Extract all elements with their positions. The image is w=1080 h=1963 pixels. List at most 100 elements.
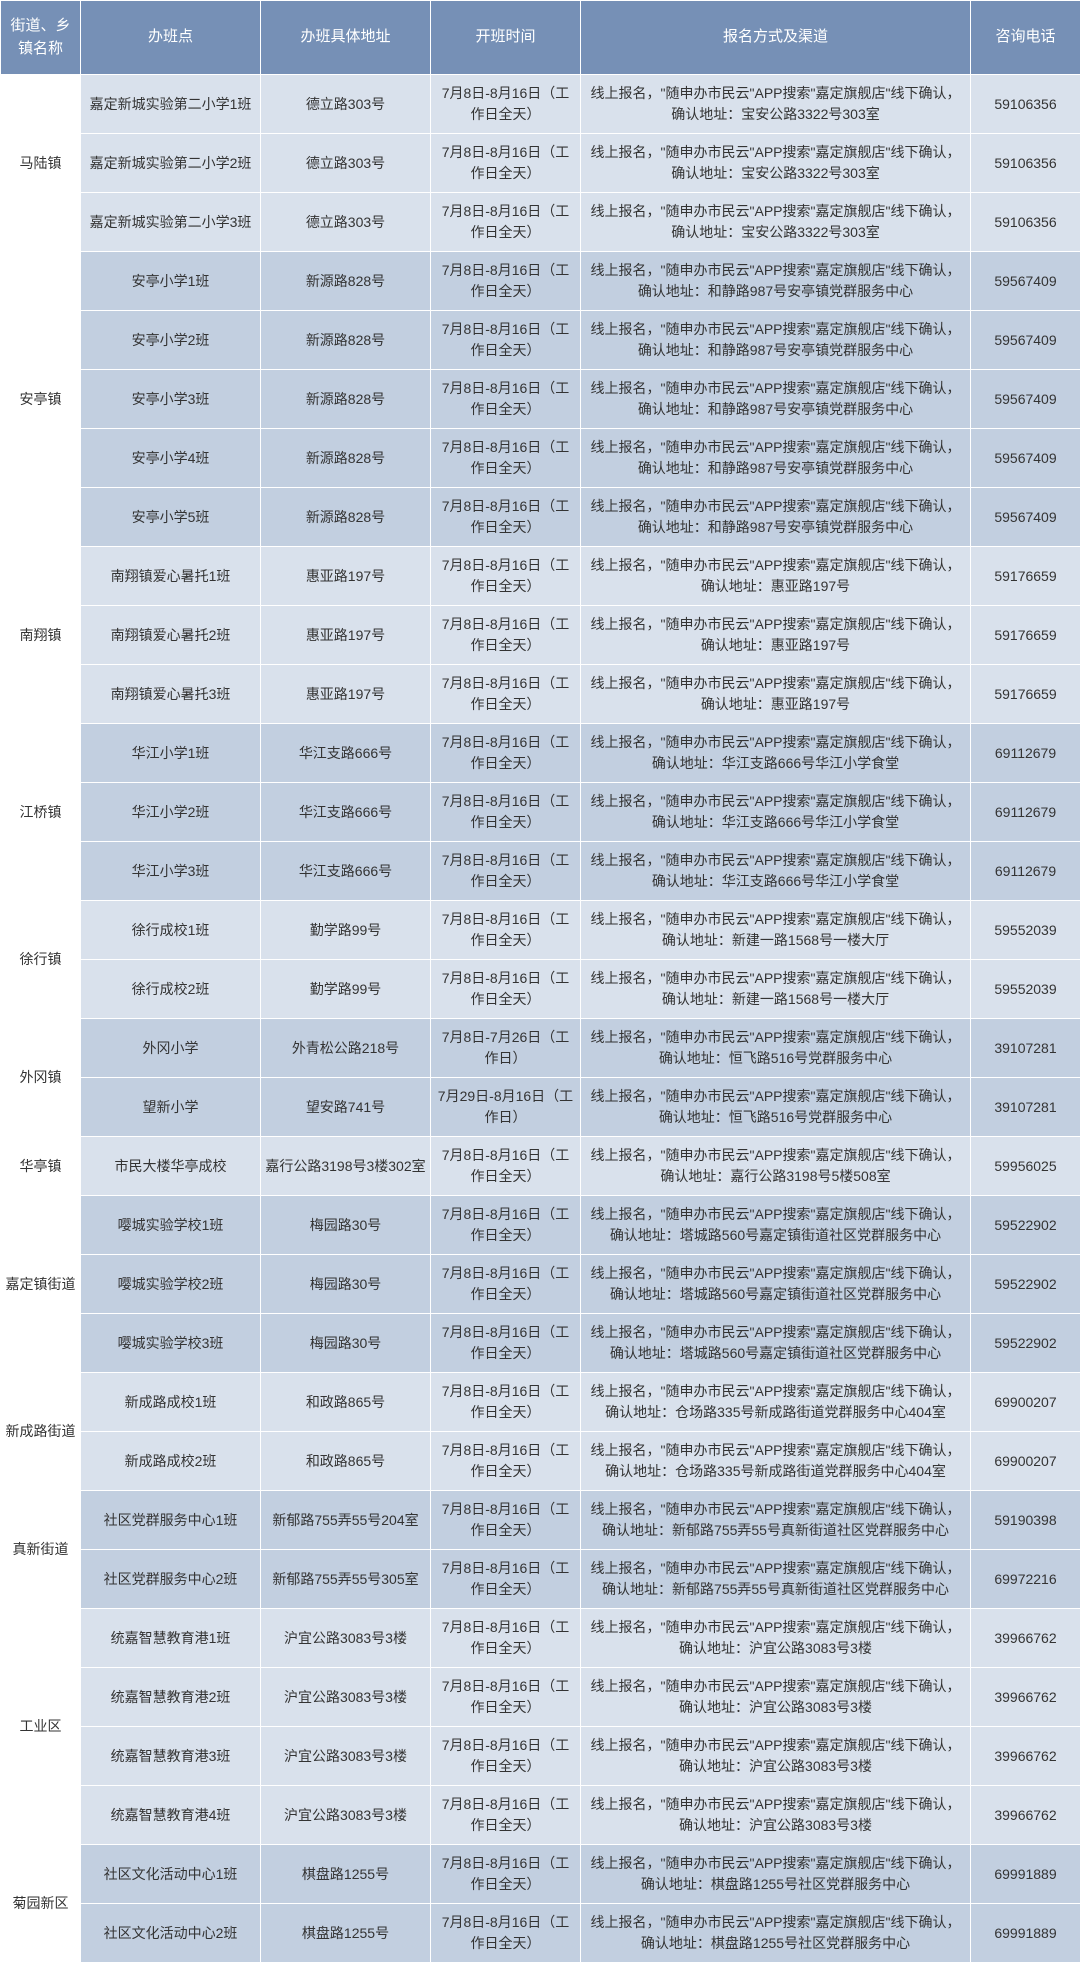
table-row: 安亭小学5班新源路828号7月8日-8月16日（工作日全天）线上报名，"随申办市… bbox=[1, 488, 1080, 547]
cell-addr: 勤学路99号 bbox=[261, 960, 431, 1019]
cell-addr: 梅园路30号 bbox=[261, 1314, 431, 1373]
cell-reg: 线上报名，"随申办市民云"APP搜索"嘉定旗舰店"线下确认，确认地址：新建一路1… bbox=[581, 901, 971, 960]
cell-addr: 惠亚路197号 bbox=[261, 665, 431, 724]
town-cell: 嘉定镇街道 bbox=[1, 1196, 81, 1373]
table-row: 华亭镇市民大楼华亭成校嘉行公路3198号3楼302室7月8日-8月16日（工作日… bbox=[1, 1137, 1080, 1196]
cell-time: 7月8日-8月16日（工作日全天） bbox=[431, 1255, 581, 1314]
cell-reg: 线上报名，"随申办市民云"APP搜索"嘉定旗舰店"线下确认，确认地址：塔城路56… bbox=[581, 1255, 971, 1314]
cell-reg: 线上报名，"随申办市民云"APP搜索"嘉定旗舰店"线下确认，确认地址：华江支路6… bbox=[581, 842, 971, 901]
cell-addr: 梅园路30号 bbox=[261, 1255, 431, 1314]
cell-time: 7月8日-8月16日（工作日全天） bbox=[431, 1845, 581, 1904]
table-row: 新成路街道新成路成校1班和政路865号7月8日-8月16日（工作日全天）线上报名… bbox=[1, 1373, 1080, 1432]
table-row: 新成路成校2班和政路865号7月8日-8月16日（工作日全天）线上报名，"随申办… bbox=[1, 1432, 1080, 1491]
cell-reg: 线上报名，"随申办市民云"APP搜索"嘉定旗舰店"线下确认，确认地址：新郁路75… bbox=[581, 1550, 971, 1609]
cell-time: 7月8日-8月16日（工作日全天） bbox=[431, 783, 581, 842]
cell-time: 7月8日-8月16日（工作日全天） bbox=[431, 1137, 581, 1196]
town-cell: 华亭镇 bbox=[1, 1137, 81, 1196]
cell-time: 7月8日-8月16日（工作日全天） bbox=[431, 960, 581, 1019]
cell-reg: 线上报名，"随申办市民云"APP搜索"嘉定旗舰店"线下确认，确认地址：宝安公路3… bbox=[581, 75, 971, 134]
cell-time: 7月8日-7月26日（工作日） bbox=[431, 1019, 581, 1078]
cell-addr: 新源路828号 bbox=[261, 252, 431, 311]
cell-site: 望新小学 bbox=[81, 1078, 261, 1137]
cell-addr: 华江支路666号 bbox=[261, 842, 431, 901]
table-row: 华江小学3班华江支路666号7月8日-8月16日（工作日全天）线上报名，"随申办… bbox=[1, 842, 1080, 901]
cell-site: 徐行成校1班 bbox=[81, 901, 261, 960]
cell-reg: 线上报名，"随申办市民云"APP搜索"嘉定旗舰店"线下确认，确认地址：棋盘路12… bbox=[581, 1904, 971, 1963]
table-row: 嘉定新城实验第二小学2班德立路303号7月8日-8月16日（工作日全天）线上报名… bbox=[1, 134, 1080, 193]
cell-addr: 和政路865号 bbox=[261, 1432, 431, 1491]
table-row: 徐行成校2班勤学路99号7月8日-8月16日（工作日全天）线上报名，"随申办市民… bbox=[1, 960, 1080, 1019]
cell-phone: 59190398 bbox=[971, 1491, 1080, 1550]
cell-phone: 59552039 bbox=[971, 960, 1080, 1019]
cell-site: 南翔镇爱心暑托1班 bbox=[81, 547, 261, 606]
cell-phone: 69900207 bbox=[971, 1373, 1080, 1432]
cell-site: 嘉定新城实验第二小学2班 bbox=[81, 134, 261, 193]
cell-time: 7月8日-8月16日（工作日全天） bbox=[431, 429, 581, 488]
cell-site: 安亭小学5班 bbox=[81, 488, 261, 547]
cell-addr: 棋盘路1255号 bbox=[261, 1845, 431, 1904]
cell-time: 7月8日-8月16日（工作日全天） bbox=[431, 1786, 581, 1845]
cell-time: 7月8日-8月16日（工作日全天） bbox=[431, 370, 581, 429]
town-cell: 真新街道 bbox=[1, 1491, 81, 1609]
table-row: 江桥镇华江小学1班华江支路666号7月8日-8月16日（工作日全天）线上报名，"… bbox=[1, 724, 1080, 783]
cell-addr: 惠亚路197号 bbox=[261, 547, 431, 606]
cell-site: 统嘉智慧教育港2班 bbox=[81, 1668, 261, 1727]
cell-site: 嘤城实验学校1班 bbox=[81, 1196, 261, 1255]
cell-site: 安亭小学3班 bbox=[81, 370, 261, 429]
schedule-table: 街道、乡镇名称 办班点 办班具体地址 开班时间 报名方式及渠道 咨询电话 马陆镇… bbox=[0, 0, 1080, 1963]
cell-phone: 69991889 bbox=[971, 1904, 1080, 1963]
table-row: 嘤城实验学校3班梅园路30号7月8日-8月16日（工作日全天）线上报名，"随申办… bbox=[1, 1314, 1080, 1373]
cell-addr: 望安路741号 bbox=[261, 1078, 431, 1137]
cell-site: 嘤城实验学校3班 bbox=[81, 1314, 261, 1373]
cell-time: 7月8日-8月16日（工作日全天） bbox=[431, 1373, 581, 1432]
cell-reg: 线上报名，"随申办市民云"APP搜索"嘉定旗舰店"线下确认，确认地址：塔城路56… bbox=[581, 1196, 971, 1255]
cell-site: 南翔镇爱心暑托3班 bbox=[81, 665, 261, 724]
cell-addr: 嘉行公路3198号3楼302室 bbox=[261, 1137, 431, 1196]
cell-addr: 新郁路755弄55号305室 bbox=[261, 1550, 431, 1609]
cell-phone: 69972216 bbox=[971, 1550, 1080, 1609]
cell-phone: 59567409 bbox=[971, 488, 1080, 547]
table-row: 嘉定新城实验第二小学3班德立路303号7月8日-8月16日（工作日全天）线上报名… bbox=[1, 193, 1080, 252]
cell-addr: 新源路828号 bbox=[261, 429, 431, 488]
cell-phone: 59567409 bbox=[971, 429, 1080, 488]
col-addr: 办班具体地址 bbox=[261, 1, 431, 75]
col-time: 开班时间 bbox=[431, 1, 581, 75]
cell-reg: 线上报名，"随申办市民云"APP搜索"嘉定旗舰店"线下确认，确认地址：恒飞路51… bbox=[581, 1019, 971, 1078]
cell-phone: 59176659 bbox=[971, 547, 1080, 606]
table-row: 马陆镇嘉定新城实验第二小学1班德立路303号7月8日-8月16日（工作日全天）线… bbox=[1, 75, 1080, 134]
cell-site: 统嘉智慧教育港4班 bbox=[81, 1786, 261, 1845]
cell-time: 7月8日-8月16日（工作日全天） bbox=[431, 1550, 581, 1609]
cell-phone: 59522902 bbox=[971, 1196, 1080, 1255]
cell-phone: 59567409 bbox=[971, 252, 1080, 311]
cell-phone: 69112679 bbox=[971, 842, 1080, 901]
table-row: 统嘉智慧教育港4班沪宜公路3083号3楼7月8日-8月16日（工作日全天）线上报… bbox=[1, 1786, 1080, 1845]
town-cell: 江桥镇 bbox=[1, 724, 81, 901]
cell-site: 社区文化活动中心2班 bbox=[81, 1904, 261, 1963]
cell-addr: 和政路865号 bbox=[261, 1373, 431, 1432]
cell-phone: 59522902 bbox=[971, 1255, 1080, 1314]
cell-phone: 59522902 bbox=[971, 1314, 1080, 1373]
town-cell: 工业区 bbox=[1, 1609, 81, 1845]
cell-reg: 线上报名，"随申办市民云"APP搜索"嘉定旗舰店"线下确认，确认地址：新郁路75… bbox=[581, 1491, 971, 1550]
cell-addr: 新郁路755弄55号204室 bbox=[261, 1491, 431, 1550]
cell-phone: 59956025 bbox=[971, 1137, 1080, 1196]
table-row: 徐行镇徐行成校1班勤学路99号7月8日-8月16日（工作日全天）线上报名，"随申… bbox=[1, 901, 1080, 960]
cell-addr: 沪宜公路3083号3楼 bbox=[261, 1668, 431, 1727]
cell-time: 7月8日-8月16日（工作日全天） bbox=[431, 134, 581, 193]
town-cell: 南翔镇 bbox=[1, 547, 81, 724]
cell-addr: 华江支路666号 bbox=[261, 724, 431, 783]
town-cell: 新成路街道 bbox=[1, 1373, 81, 1491]
cell-time: 7月8日-8月16日（工作日全天） bbox=[431, 665, 581, 724]
cell-reg: 线上报名，"随申办市民云"APP搜索"嘉定旗舰店"线下确认，确认地址：塔城路56… bbox=[581, 1314, 971, 1373]
cell-site: 南翔镇爱心暑托2班 bbox=[81, 606, 261, 665]
cell-phone: 59106356 bbox=[971, 193, 1080, 252]
cell-phone: 59176659 bbox=[971, 665, 1080, 724]
cell-phone: 69991889 bbox=[971, 1845, 1080, 1904]
table-row: 望新小学望安路741号7月29日-8月16日（工作日）线上报名，"随申办市民云"… bbox=[1, 1078, 1080, 1137]
cell-phone: 59176659 bbox=[971, 606, 1080, 665]
cell-addr: 沪宜公路3083号3楼 bbox=[261, 1609, 431, 1668]
cell-reg: 线上报名，"随申办市民云"APP搜索"嘉定旗舰店"线下确认，确认地址：和静路98… bbox=[581, 488, 971, 547]
cell-addr: 棋盘路1255号 bbox=[261, 1904, 431, 1963]
cell-time: 7月8日-8月16日（工作日全天） bbox=[431, 311, 581, 370]
cell-site: 华江小学1班 bbox=[81, 724, 261, 783]
